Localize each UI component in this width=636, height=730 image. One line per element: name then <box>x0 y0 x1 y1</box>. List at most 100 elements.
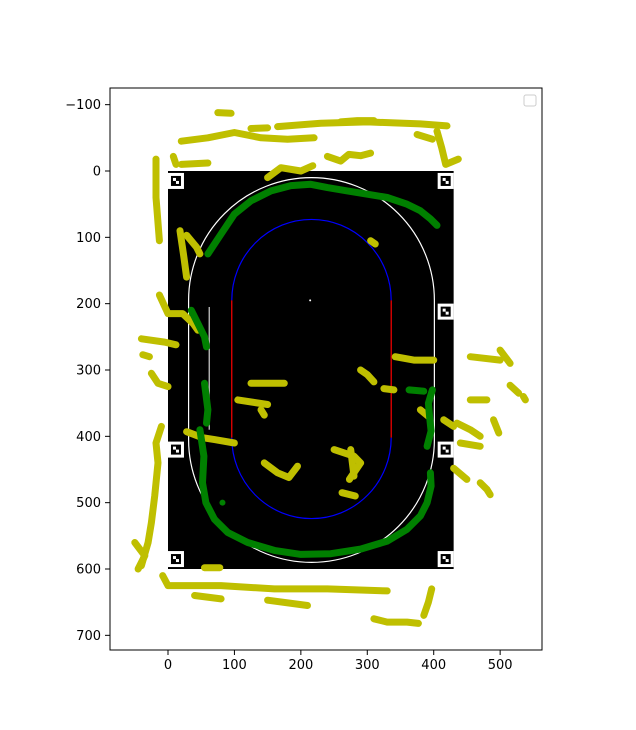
data-track <box>450 464 471 483</box>
aruco-tag <box>167 172 184 189</box>
aruco-tag <box>437 303 454 320</box>
data-track <box>214 109 235 117</box>
data-track <box>137 422 165 570</box>
data-track <box>456 439 484 450</box>
data-track <box>177 129 318 145</box>
data-track <box>347 446 358 480</box>
y-tick-label: 100 <box>76 231 101 246</box>
tag-bit <box>172 556 176 560</box>
data-track <box>506 381 523 397</box>
data-track <box>187 306 210 351</box>
y-tick-label: −100 <box>65 98 101 113</box>
tag-bit <box>172 446 176 450</box>
aruco-tag <box>167 551 184 568</box>
y-tick-label: 0 <box>93 165 101 180</box>
data-track <box>420 585 436 619</box>
x-tick-label: 400 <box>421 658 446 673</box>
x-tick-label: 100 <box>222 658 247 673</box>
data-track <box>204 180 441 258</box>
tag-bit <box>442 308 446 312</box>
data-track <box>323 149 375 165</box>
data-track <box>155 291 202 334</box>
data-track <box>466 353 504 364</box>
axes-frame <box>109 87 543 651</box>
aruco-tag <box>437 551 454 568</box>
data-track <box>391 353 438 364</box>
series-0 <box>131 109 529 627</box>
y-tick-label: 400 <box>76 430 101 445</box>
y-tick-label: 700 <box>76 629 101 644</box>
aruco-tag <box>167 441 184 458</box>
tag-bit <box>172 177 176 181</box>
data-track <box>176 227 191 281</box>
tag-bit <box>442 177 446 181</box>
tag-bit <box>175 180 179 184</box>
x-tick-label: 300 <box>355 658 380 673</box>
data-track <box>234 396 272 408</box>
x-tick-label: 200 <box>288 658 313 673</box>
data-track <box>247 124 272 132</box>
data-track <box>260 459 301 481</box>
data-track <box>433 127 462 168</box>
tag-bit <box>445 449 449 453</box>
data-track <box>183 231 204 258</box>
data-track <box>490 416 503 437</box>
y-tick-label: 600 <box>76 563 101 578</box>
data-track <box>423 386 436 450</box>
data-point <box>219 499 226 506</box>
tag-bit <box>445 180 449 184</box>
tag-bit <box>442 446 446 450</box>
data-track <box>337 117 378 126</box>
data-track <box>380 385 398 394</box>
tag-bit <box>175 559 179 563</box>
data-track <box>169 152 180 168</box>
legend-box <box>523 94 537 107</box>
data-track <box>257 406 268 419</box>
data-track <box>496 346 514 367</box>
aruco-tag <box>437 441 454 458</box>
data-track <box>147 369 172 391</box>
data-track <box>367 237 379 248</box>
y-tick-label: 300 <box>76 364 101 379</box>
series-1 <box>187 180 441 558</box>
data-track <box>177 159 212 168</box>
x-axis-ticks: 0 100 200 300 400 500 <box>164 650 513 673</box>
data-track <box>191 592 225 603</box>
data-track <box>519 393 529 404</box>
tag-bit <box>445 311 449 315</box>
data-track <box>196 426 435 558</box>
marker-tags <box>167 172 454 568</box>
data-track <box>264 162 317 182</box>
y-tick-label: 500 <box>76 496 101 511</box>
inner-top-curve <box>231 218 392 301</box>
data-track <box>137 335 180 349</box>
y-axis-ticks: −100 0 100 200 300 400 500 600 700 <box>65 98 110 644</box>
data-track <box>476 479 494 499</box>
data-track <box>405 386 428 395</box>
data-track <box>338 489 359 500</box>
aruco-tag <box>437 172 454 189</box>
data-track <box>453 419 484 440</box>
data-track <box>413 131 436 143</box>
data-track <box>152 155 163 245</box>
data-track <box>370 615 422 627</box>
tag-bit <box>445 559 449 563</box>
data-track <box>183 428 238 447</box>
y-tick-label: 200 <box>76 297 101 312</box>
data-track <box>440 416 458 430</box>
tag-bit <box>175 449 179 453</box>
data-track <box>139 351 153 361</box>
data-track <box>264 596 311 609</box>
tag-bit <box>442 556 446 560</box>
data-track <box>357 366 378 386</box>
data-track <box>159 572 391 595</box>
plot-content <box>131 109 529 627</box>
data-series <box>131 109 529 627</box>
center-dot <box>309 299 312 302</box>
inner-bottom-curve <box>231 437 392 520</box>
data-track <box>131 539 149 573</box>
x-tick-label: 0 <box>164 658 172 673</box>
data-track <box>201 379 212 427</box>
x-tick-label: 500 <box>488 658 513 673</box>
